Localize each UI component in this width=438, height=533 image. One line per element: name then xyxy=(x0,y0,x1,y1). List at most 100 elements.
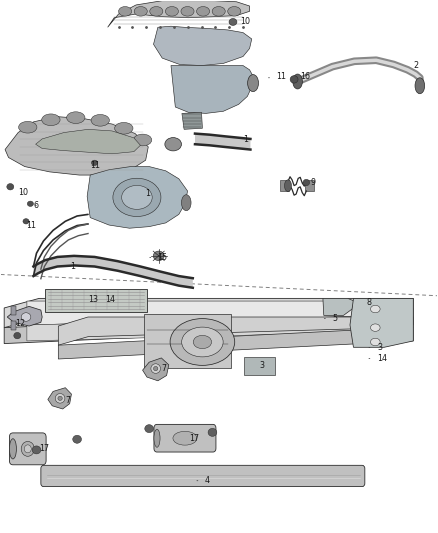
Ellipse shape xyxy=(181,195,191,211)
Text: 13: 13 xyxy=(88,295,98,304)
Ellipse shape xyxy=(371,305,380,313)
Polygon shape xyxy=(7,306,42,326)
Ellipse shape xyxy=(18,122,37,133)
Ellipse shape xyxy=(166,6,178,16)
Bar xyxy=(11,306,16,316)
Ellipse shape xyxy=(165,138,181,151)
Ellipse shape xyxy=(91,115,110,126)
Polygon shape xyxy=(35,130,141,154)
Ellipse shape xyxy=(122,185,152,209)
Polygon shape xyxy=(323,298,354,316)
Bar xyxy=(11,321,16,330)
Polygon shape xyxy=(244,357,275,375)
Polygon shape xyxy=(5,117,148,175)
Ellipse shape xyxy=(293,74,302,89)
Ellipse shape xyxy=(24,445,31,453)
Ellipse shape xyxy=(115,123,133,134)
Ellipse shape xyxy=(371,324,380,332)
Ellipse shape xyxy=(285,180,291,191)
Text: 1: 1 xyxy=(243,135,248,144)
Polygon shape xyxy=(27,301,394,325)
Ellipse shape xyxy=(415,78,425,94)
Text: 2: 2 xyxy=(413,61,418,70)
Ellipse shape xyxy=(151,364,160,373)
Text: 6: 6 xyxy=(33,201,39,210)
Ellipse shape xyxy=(170,319,235,366)
Ellipse shape xyxy=(303,179,310,185)
Text: 5: 5 xyxy=(332,314,338,323)
Ellipse shape xyxy=(181,6,194,16)
Ellipse shape xyxy=(145,425,153,433)
Polygon shape xyxy=(171,66,254,114)
Text: 11: 11 xyxy=(26,221,36,230)
Ellipse shape xyxy=(173,431,197,445)
Bar xyxy=(280,180,289,191)
Polygon shape xyxy=(45,289,147,312)
Polygon shape xyxy=(87,166,187,228)
Ellipse shape xyxy=(21,313,31,321)
Polygon shape xyxy=(27,316,394,341)
Ellipse shape xyxy=(92,160,98,165)
Ellipse shape xyxy=(58,396,62,400)
Polygon shape xyxy=(33,256,193,288)
Text: 14: 14 xyxy=(106,295,116,304)
Ellipse shape xyxy=(21,441,34,456)
FancyBboxPatch shape xyxy=(154,424,216,452)
Text: 3: 3 xyxy=(377,343,382,352)
Text: 1: 1 xyxy=(70,262,74,271)
Text: 16: 16 xyxy=(300,71,310,80)
Polygon shape xyxy=(108,1,250,27)
Text: 3: 3 xyxy=(259,361,264,370)
Text: 10: 10 xyxy=(240,18,250,27)
Polygon shape xyxy=(182,112,202,130)
Ellipse shape xyxy=(134,134,152,146)
Text: 15: 15 xyxy=(157,253,167,262)
Text: 10: 10 xyxy=(18,188,28,197)
Ellipse shape xyxy=(23,219,29,224)
Ellipse shape xyxy=(154,429,160,447)
Ellipse shape xyxy=(193,335,212,349)
Ellipse shape xyxy=(371,338,380,346)
Ellipse shape xyxy=(197,6,210,16)
Ellipse shape xyxy=(73,435,81,443)
Ellipse shape xyxy=(67,112,85,124)
Polygon shape xyxy=(350,298,413,348)
Polygon shape xyxy=(58,317,413,345)
Ellipse shape xyxy=(208,429,217,437)
Polygon shape xyxy=(58,327,413,359)
Polygon shape xyxy=(153,26,252,66)
Ellipse shape xyxy=(42,114,60,126)
Ellipse shape xyxy=(10,439,16,459)
Polygon shape xyxy=(195,134,251,150)
Text: 1: 1 xyxy=(145,189,150,198)
Text: 7: 7 xyxy=(65,396,71,405)
Polygon shape xyxy=(144,314,231,368)
Polygon shape xyxy=(4,298,413,328)
Ellipse shape xyxy=(113,178,161,216)
Text: 4: 4 xyxy=(205,477,210,485)
Ellipse shape xyxy=(290,76,298,83)
FancyBboxPatch shape xyxy=(10,433,46,465)
Ellipse shape xyxy=(228,6,241,16)
Text: 17: 17 xyxy=(39,445,49,454)
FancyBboxPatch shape xyxy=(41,465,365,487)
Ellipse shape xyxy=(32,446,41,454)
Ellipse shape xyxy=(150,6,163,16)
Polygon shape xyxy=(4,309,413,344)
Ellipse shape xyxy=(153,367,158,370)
Polygon shape xyxy=(143,358,169,381)
Ellipse shape xyxy=(7,183,14,190)
Ellipse shape xyxy=(247,75,258,92)
Ellipse shape xyxy=(134,6,147,16)
Text: 14: 14 xyxy=(377,354,387,363)
Ellipse shape xyxy=(182,327,223,357)
Ellipse shape xyxy=(153,251,164,261)
Ellipse shape xyxy=(229,19,237,26)
Text: 9: 9 xyxy=(311,178,316,187)
Text: 11: 11 xyxy=(276,71,286,80)
Text: 17: 17 xyxy=(189,434,199,443)
Text: 7: 7 xyxy=(161,364,166,373)
Ellipse shape xyxy=(27,201,33,206)
Polygon shape xyxy=(48,387,71,409)
Ellipse shape xyxy=(14,333,21,339)
